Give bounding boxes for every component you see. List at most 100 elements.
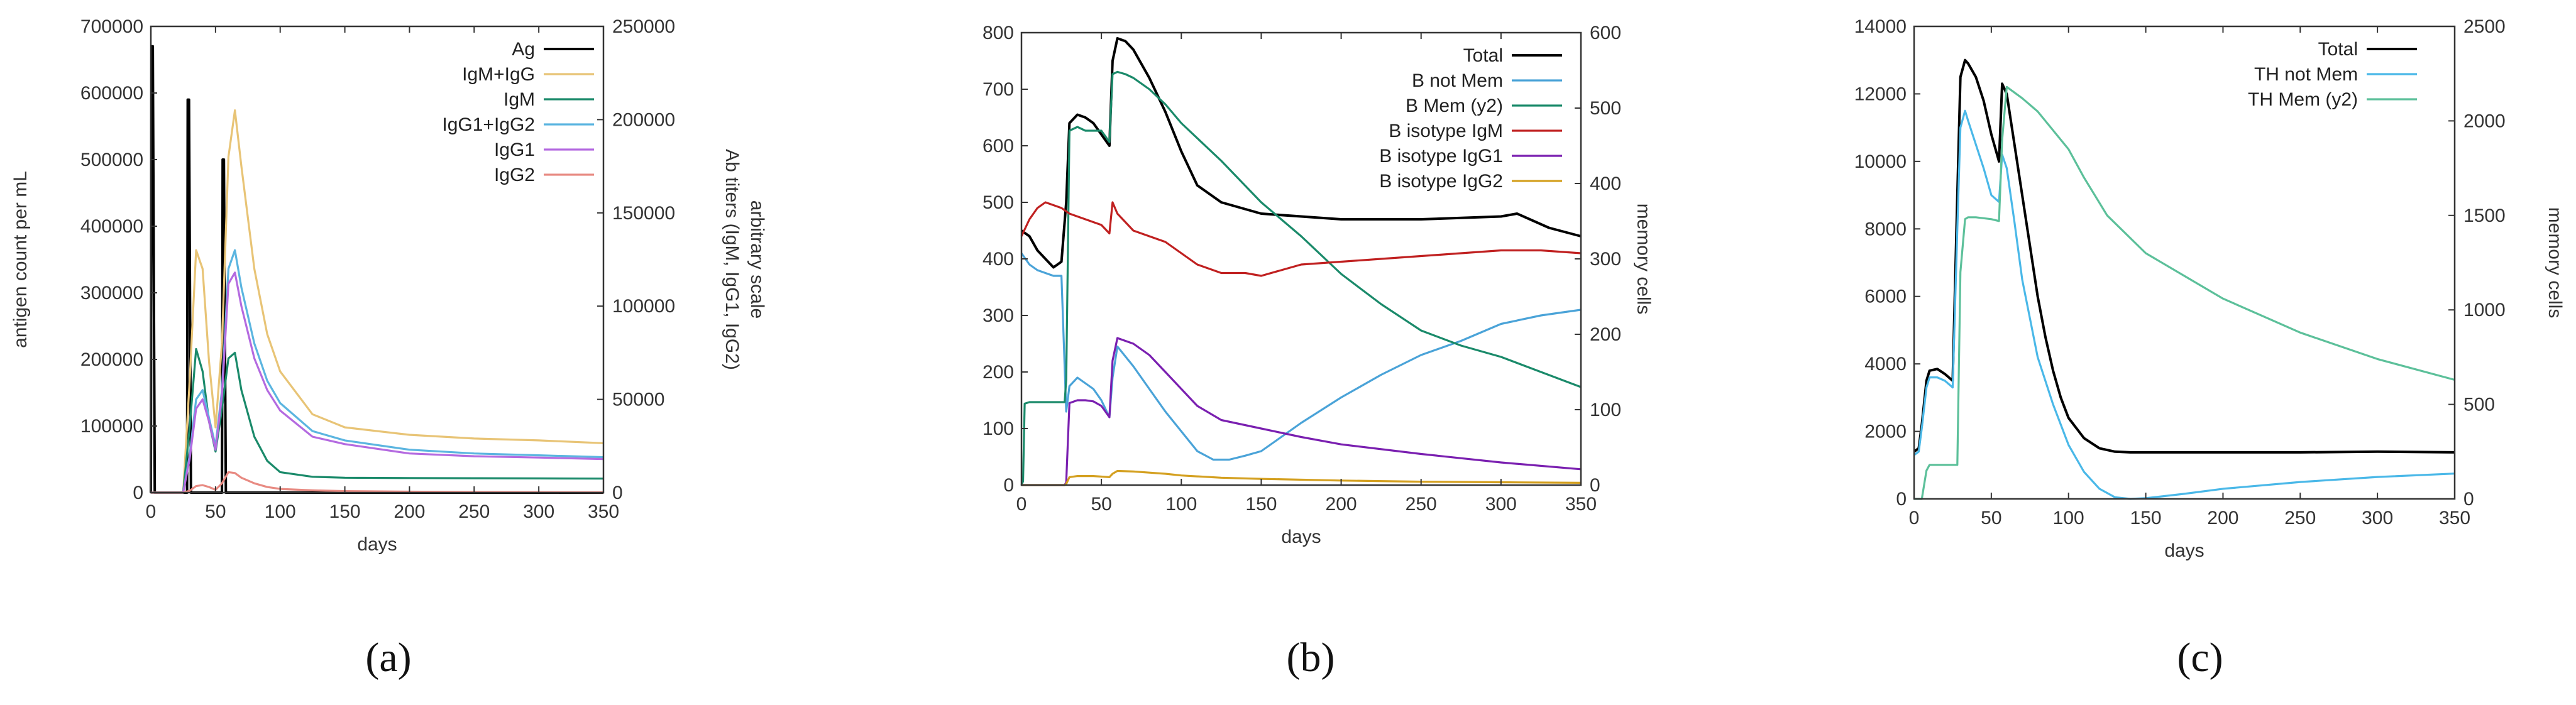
- x-tick-label: 0: [1909, 508, 1920, 528]
- panel-label: (c): [2177, 635, 2223, 680]
- legend-label: B not Mem: [1412, 70, 1503, 91]
- y-tick-label: 400000: [80, 216, 143, 237]
- y2-tick-label: 400: [1590, 173, 1621, 194]
- y2-tick-label: 150000: [612, 203, 675, 224]
- legend-label: IgM: [504, 89, 535, 110]
- series-line-b-not-mem: [1020, 253, 1582, 461]
- y-tick-label: 10000: [1854, 151, 1907, 172]
- y2-tick-label: 200000: [612, 109, 675, 130]
- y-tick-label: 600: [983, 136, 1014, 156]
- series-line-b-mem-y2-: [1020, 70, 1582, 486]
- y-tick-label: 500000: [80, 150, 143, 170]
- y2-tick-label: 2500: [2463, 16, 2506, 37]
- legend-label: B isotype IgG2: [1379, 171, 1503, 192]
- y-tick-label: 14000: [1854, 16, 1907, 37]
- legend-label: B isotype IgG1: [1379, 146, 1503, 167]
- panel-label: (a): [365, 635, 411, 680]
- x-tick-label: 50: [1091, 494, 1111, 515]
- y2-axis-label: memory cells: [2545, 207, 2565, 319]
- chart-panel-1: 0 50 100 150 200 250 300 3500100000200000300000…: [10, 16, 768, 680]
- y-tick-label: 200: [983, 362, 1014, 383]
- x-tick-label: 50: [1981, 508, 2001, 528]
- y-tick-label: 300: [983, 305, 1014, 326]
- x-axis-label: days: [357, 534, 397, 555]
- y2-tick-label: 100: [1590, 400, 1621, 420]
- x-tick-label: 100: [1165, 494, 1197, 515]
- x-tick-label: 250: [1406, 494, 1437, 515]
- y2-tick-label: 0: [1590, 475, 1600, 496]
- y-tick-label: 0: [1896, 489, 1907, 510]
- series-line-igg2: [151, 471, 604, 494]
- legend-label: TH Mem (y2): [2248, 89, 2358, 110]
- x-tick-label: 0: [1016, 494, 1027, 515]
- plot-frame: [1913, 25, 2456, 500]
- y-tick-label: 12000: [1854, 84, 1907, 104]
- y2-tick-label: 250000: [612, 16, 675, 37]
- y-tick-label: 2000: [1864, 422, 1907, 442]
- plot-frame: [150, 25, 605, 494]
- x-tick-label: 100: [2053, 508, 2084, 528]
- x-tick-label: 200: [1326, 494, 1357, 515]
- x-axis-label: days: [2164, 540, 2204, 561]
- y2-tick-label: 600: [1590, 23, 1621, 43]
- y2-tick-label: 300: [1590, 249, 1621, 270]
- legend-label: IgM+IgG: [462, 64, 535, 85]
- y-tick-label: 500: [983, 192, 1014, 213]
- series-line-total: [1020, 37, 1582, 269]
- series-line-th-not-mem: [1913, 109, 2455, 500]
- x-tick-label: 150: [2130, 508, 2162, 528]
- y2-tick-label: 100000: [612, 296, 675, 317]
- y-tick-label: 200000: [80, 349, 143, 370]
- y2-tick-label: 2000: [2463, 111, 2506, 131]
- x-tick-label: 350: [1565, 494, 1597, 515]
- legend: Ag IgM+IgG IgM IgG1+IgG2 IgG1 IgG2: [442, 39, 594, 185]
- y-tick-label: 700: [983, 79, 1014, 100]
- x-tick-label: 0: [146, 501, 157, 522]
- y2-axis-label: memory cells: [1633, 204, 1654, 315]
- y-tick-label: 300000: [80, 283, 143, 303]
- y-tick-label: 8000: [1864, 219, 1907, 239]
- y2-tick-label: 500: [1590, 98, 1621, 119]
- x-tick-label: 200: [394, 501, 425, 522]
- chart-panel-3: 0 50 100 150 200 250 300 3500200040006000800010…: [1854, 16, 2565, 680]
- x-tick-label: 50: [205, 501, 226, 522]
- y-tick-label: 700000: [80, 16, 143, 37]
- x-tick-label: 300: [2362, 508, 2393, 528]
- legend: Total TH not Mem TH Mem (y2): [2248, 39, 2417, 110]
- y-tick-label: 0: [1003, 475, 1014, 496]
- y2-tick-label: 50000: [612, 390, 664, 410]
- series-line-b-isotype-igg2: [1021, 469, 1582, 486]
- series-line-igm-igg: [151, 109, 604, 494]
- legend-label: IgG1+IgG2: [442, 114, 535, 135]
- panel-label: (b): [1287, 635, 1335, 680]
- legend-label: B Mem (y2): [1406, 96, 1503, 116]
- legend: Total B not Mem B Mem (y2) B isotype IgM B i…: [1379, 45, 1562, 192]
- x-tick-label: 150: [1245, 494, 1277, 515]
- legend-label: IgG1: [494, 139, 535, 160]
- series-line-b-isotype-igg1: [1021, 337, 1582, 486]
- x-tick-label: 100: [265, 501, 296, 522]
- y-tick-label: 100000: [80, 416, 143, 437]
- y2-axis-label: Ab titers (IgM, IgG1, IgG2): [722, 149, 742, 370]
- legend-label: Total: [1463, 45, 1503, 66]
- x-tick-label: 250: [458, 501, 490, 522]
- y2-axis-label: arbitrary scale: [747, 200, 768, 319]
- series-line-total: [1913, 58, 2455, 454]
- y-tick-label: 600000: [80, 83, 143, 104]
- x-tick-label: 200: [2207, 508, 2238, 528]
- legend-label: B isotype IgM: [1389, 121, 1503, 141]
- y-tick-label: 0: [133, 483, 143, 503]
- series-line-th-mem-y2-: [1914, 85, 2455, 500]
- y-tick-label: 100: [983, 418, 1014, 439]
- y2-tick-label: 1500: [2463, 205, 2506, 226]
- series-line-ag: [150, 45, 603, 494]
- series-line-b-isotype-igm: [1020, 201, 1582, 277]
- y2-tick-label: 200: [1590, 324, 1621, 345]
- x-tick-label: 350: [2439, 508, 2470, 528]
- y-axis-label: antigen count per mL: [10, 171, 31, 348]
- y2-tick-label: 500: [2463, 395, 2495, 415]
- y2-tick-label: 1000: [2463, 300, 2506, 320]
- x-tick-label: 350: [588, 501, 619, 522]
- series-line-igm: [151, 347, 604, 494]
